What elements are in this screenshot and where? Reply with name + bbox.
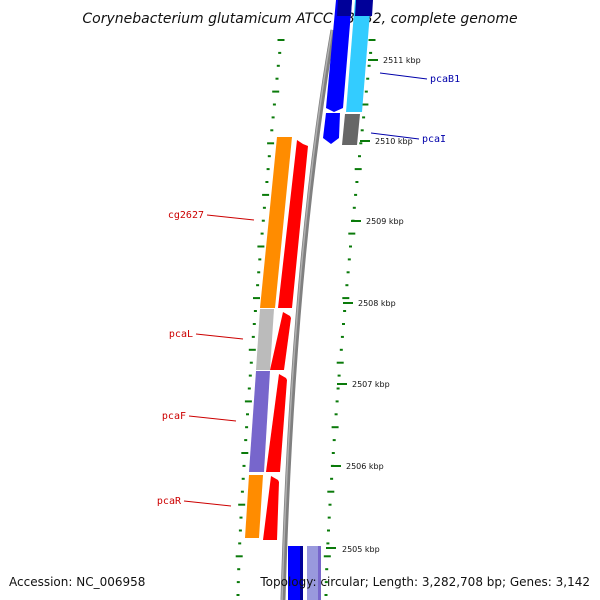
scale-label-2507: 2507 kbp: [352, 380, 390, 389]
forward-strand-features-bottom: [288, 546, 321, 600]
leader-line-pcaB1: [379, 72, 428, 80]
gc-content-track-inner: [235, 39, 285, 596]
gene-labels: pcaB1 pcaI cg2627 pcaL pcaF pcaR: [157, 72, 460, 507]
leader-line-cg2627: [206, 214, 255, 221]
gene-label-pcaR[interactable]: pcaR: [157, 496, 182, 507]
gene-arrow-bottom-blue[interactable]: [288, 546, 303, 600]
leader-line-pcaI: [370, 132, 420, 140]
feature-navy-block[interactable]: [355, 0, 373, 16]
gene-label-pcaF[interactable]: pcaF: [162, 411, 186, 422]
forward-strand-features-top: [323, 0, 373, 145]
scale-label-2508: 2508 kbp: [358, 299, 396, 308]
scale-label-2506: 2506 kbp: [346, 462, 384, 471]
genome-backbone-highlight: [281, 29, 333, 600]
gene-arrow-pcaI[interactable]: [323, 113, 340, 144]
gc-content-track-outer: [323, 39, 376, 596]
gene-arrow-pcaR-forward[interactable]: [263, 476, 279, 540]
feature-bottom-purple-edge: [318, 546, 321, 600]
gene-arrow-pcaL-forward[interactable]: [270, 312, 291, 370]
topology-text: Topology: circular; Length: 3,282,708 bp…: [259, 575, 590, 589]
feature-pcaF-block[interactable]: [249, 371, 270, 472]
gene-label-pcaL[interactable]: pcaL: [169, 329, 193, 340]
leader-line-pcaR: [183, 500, 232, 507]
reverse-strand-features: [263, 140, 308, 540]
scale-label-2505: 2505 kbp: [342, 545, 380, 554]
gene-arrow-cg2627-forward[interactable]: [278, 140, 308, 308]
scale-ticks: 2511 kbp 2510 kbp 2509 kbp 2508 kbp 2507…: [326, 56, 421, 554]
accession-text: Accession: NC_006958: [9, 575, 145, 589]
gene-label-cg2627[interactable]: cg2627: [168, 210, 204, 221]
feature-pcaI-block[interactable]: [342, 114, 360, 145]
scale-label-2509: 2509 kbp: [366, 217, 404, 226]
scale-label-2510: 2510 kbp: [375, 137, 413, 146]
gene-arrow-pcaB1[interactable]: [326, 0, 352, 112]
genome-backbone: [280, 29, 336, 600]
gene-arrow-pcaF-forward[interactable]: [266, 374, 287, 472]
leader-line-pcaF: [188, 415, 237, 422]
gene-label-pcaI[interactable]: pcaI: [422, 134, 446, 145]
leader-line-pcaL: [195, 333, 244, 340]
feature-pcaR-block[interactable]: [245, 475, 263, 538]
map-title: Corynebacterium glutamicum ATCC 13032, c…: [82, 11, 517, 27]
annotation-features-left: [245, 137, 292, 538]
gene-label-pcaB1[interactable]: pcaB1: [430, 74, 460, 85]
feature-cg2627-block[interactable]: [260, 137, 292, 308]
gene-arrow-bottom-blue-edge: [300, 546, 303, 600]
feature-pcaB1-block[interactable]: [346, 0, 371, 112]
feature-navy-block-2[interactable]: [337, 0, 352, 16]
feature-bottom-lightpurple[interactable]: [307, 546, 321, 600]
feature-pcaL-block[interactable]: [256, 309, 274, 370]
scale-label-2511: 2511 kbp: [383, 56, 421, 65]
